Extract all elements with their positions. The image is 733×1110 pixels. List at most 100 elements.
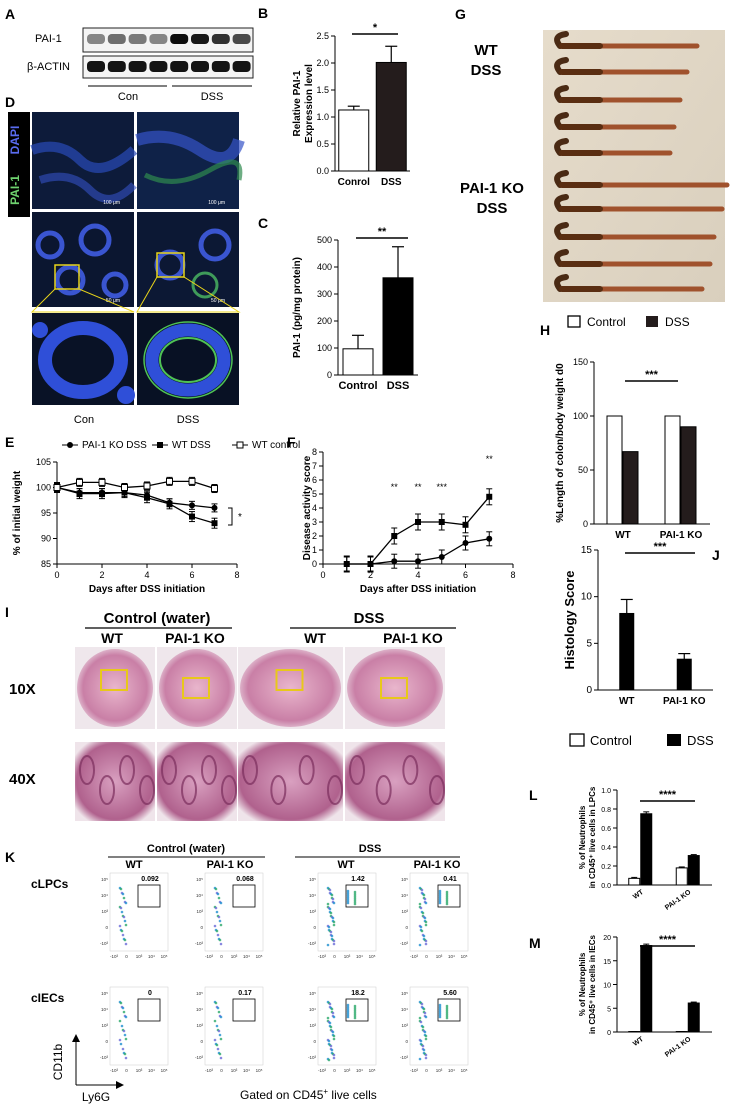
x-tick-label: 4	[144, 570, 149, 580]
bar	[375, 61, 407, 172]
flow-gate-event	[353, 890, 357, 894]
flow-event	[332, 1056, 336, 1060]
flow-plots: 10⁵ 10⁴ 10³ 0 -10³ -10³ 0 10³ 10⁴ 10⁵ 0.092 10⁵ 10⁴ 1…	[100, 872, 469, 1073]
flow-gate-event	[438, 1011, 442, 1015]
y-tick-label: 2.0	[316, 58, 329, 68]
x-tick-label: 8	[510, 570, 515, 580]
point	[211, 520, 218, 527]
histo-section	[77, 649, 153, 727]
panel-letter-l: L	[529, 787, 538, 803]
bar-control	[606, 415, 623, 525]
panel-letter-g: G	[455, 6, 466, 22]
flow-tick-y: 10³	[101, 1023, 108, 1028]
if-image-con-zoom	[32, 313, 135, 405]
point	[121, 489, 128, 496]
band-pai1	[211, 34, 230, 44]
band-pai1	[128, 34, 147, 44]
flow-tick-x: 10⁵	[369, 1068, 376, 1073]
panel-l-chart: L 0.0 0.2 0.4 0.6 0.8 1.0 % of Neutrophilsin C…	[529, 786, 712, 912]
flow-tick-y: 0	[313, 925, 316, 930]
histo-tile-40x	[238, 742, 343, 821]
series-line	[56, 486, 215, 509]
histo-section	[159, 649, 235, 727]
histo-zoom-box	[100, 669, 128, 691]
flow-gate-event	[346, 1013, 350, 1017]
flow-event	[122, 915, 126, 919]
bar	[619, 612, 635, 691]
flow-event	[424, 1053, 428, 1057]
flow-gate-event	[353, 1008, 357, 1012]
point	[343, 561, 350, 567]
y-axis-label: Histology Score	[562, 571, 577, 670]
series-line	[56, 486, 215, 524]
y-tick-label: 2.5	[316, 31, 329, 41]
panel-a-western-blot: A PAI-1 β-ACTIN Con DSS	[5, 6, 254, 103]
flow-row-clpcs: cLPCs	[31, 877, 69, 891]
histo-col-3: WT	[304, 630, 326, 646]
histology-images	[75, 647, 445, 821]
band-pai1	[87, 34, 105, 44]
flow-gate-event	[346, 1009, 350, 1013]
point	[189, 502, 195, 509]
flow-gate-event	[438, 889, 442, 893]
histo-group-control: Control (water)	[104, 610, 211, 627]
flow-event	[418, 943, 422, 947]
colon-strip-curl	[554, 85, 569, 103]
flow-event	[123, 1033, 127, 1037]
legend-swatch-control	[569, 733, 585, 747]
chart-m: 0 5 10 15 20 % of Neutrophilsin CD45⁺ live ce…	[578, 934, 712, 1059]
flow-axis-y-arrowhead	[72, 1034, 80, 1042]
flow-event	[419, 1039, 423, 1043]
flow-gate-event	[438, 891, 442, 895]
series-line	[56, 480, 215, 490]
panel-letter-a: A	[5, 6, 15, 22]
flow-gated-note: Gated on CD45+ live cells	[240, 1087, 377, 1102]
histo-zoom-box	[380, 677, 408, 699]
stain-label-box	[8, 112, 30, 217]
point	[438, 519, 445, 525]
flow-event	[326, 943, 330, 947]
flow-event	[331, 1011, 335, 1015]
flow-tick-x: 10⁵	[161, 1068, 168, 1073]
bar-dss	[640, 813, 653, 886]
histo-tile-40x	[75, 742, 155, 821]
flow-event	[332, 923, 336, 927]
panel-j-chart: J 0 5 10 15 Histology Score WT PAI-1 KO ***	[562, 541, 720, 707]
flow-tick-y: 0	[405, 1039, 408, 1044]
flow-gate-event	[445, 1014, 449, 1018]
if-group-label-con: Con	[74, 414, 94, 426]
x-tick-label: 6	[189, 570, 194, 580]
flow-gate	[345, 884, 369, 908]
flow-event	[326, 1016, 330, 1020]
histo-group-dss: DSS	[354, 610, 385, 627]
point	[211, 485, 218, 493]
legend-marker	[157, 442, 163, 448]
flow-tick-x: 10⁴	[448, 954, 455, 959]
y-tick-label: 100	[36, 483, 51, 493]
flow-tick-y: 0	[105, 1039, 108, 1044]
colon-strip-curl	[554, 249, 569, 267]
flow-gate-event	[353, 1016, 357, 1020]
flow-tick-y: 10⁴	[196, 893, 203, 898]
panel-letter-h: H	[540, 322, 550, 338]
flow-event	[327, 925, 331, 929]
bar-dss	[622, 451, 639, 525]
point	[121, 484, 128, 491]
flow-gate-event	[438, 1007, 442, 1011]
colon-strip-curl	[554, 138, 569, 156]
flow-tick-x: 10⁴	[356, 1068, 363, 1073]
svg-text:100 μm: 100 μm	[208, 200, 225, 206]
flow-event	[328, 888, 332, 892]
flow-event	[330, 934, 334, 938]
flow-event	[217, 896, 221, 900]
flow-col-2: PAI-1 KO	[207, 859, 254, 871]
flow-gate-value: 1.42	[351, 876, 365, 883]
flow-gate	[437, 998, 461, 1022]
y-axis-label: %Length of colon/body weight d0	[555, 363, 566, 523]
flow-tick-x: 0	[333, 954, 336, 959]
flow-event	[219, 901, 223, 905]
x-tick-label: 0	[320, 570, 325, 580]
panel-g-colon-photo: G WT DSS PAI-1 KO DSS	[455, 6, 730, 302]
flow-gate-event	[346, 901, 350, 905]
y-tick-label: 1	[312, 545, 317, 555]
